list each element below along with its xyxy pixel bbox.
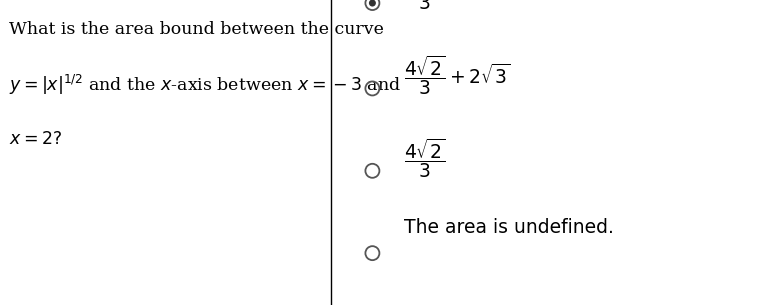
- Text: $x = 2?$: $x = 2?$: [9, 131, 63, 148]
- Text: $\dfrac{4\sqrt{2}}{3} - 2\sqrt{3}$: $\dfrac{4\sqrt{2}}{3} - 2\sqrt{3}$: [404, 0, 510, 12]
- Text: $\dfrac{4\sqrt{2}}{3}$: $\dfrac{4\sqrt{2}}{3}$: [404, 136, 445, 180]
- Text: $\dfrac{4\sqrt{2}}{3} + 2\sqrt{3}$: $\dfrac{4\sqrt{2}}{3} + 2\sqrt{3}$: [404, 53, 510, 97]
- Text: The area is undefined.: The area is undefined.: [404, 218, 614, 237]
- Text: $y = |x|^{1/2}$ and the $x$-axis between $x = -3$ and: $y = |x|^{1/2}$ and the $x$-axis between…: [9, 73, 401, 97]
- Text: What is the area bound between the curve: What is the area bound between the curve: [9, 21, 384, 38]
- Ellipse shape: [369, 0, 376, 6]
